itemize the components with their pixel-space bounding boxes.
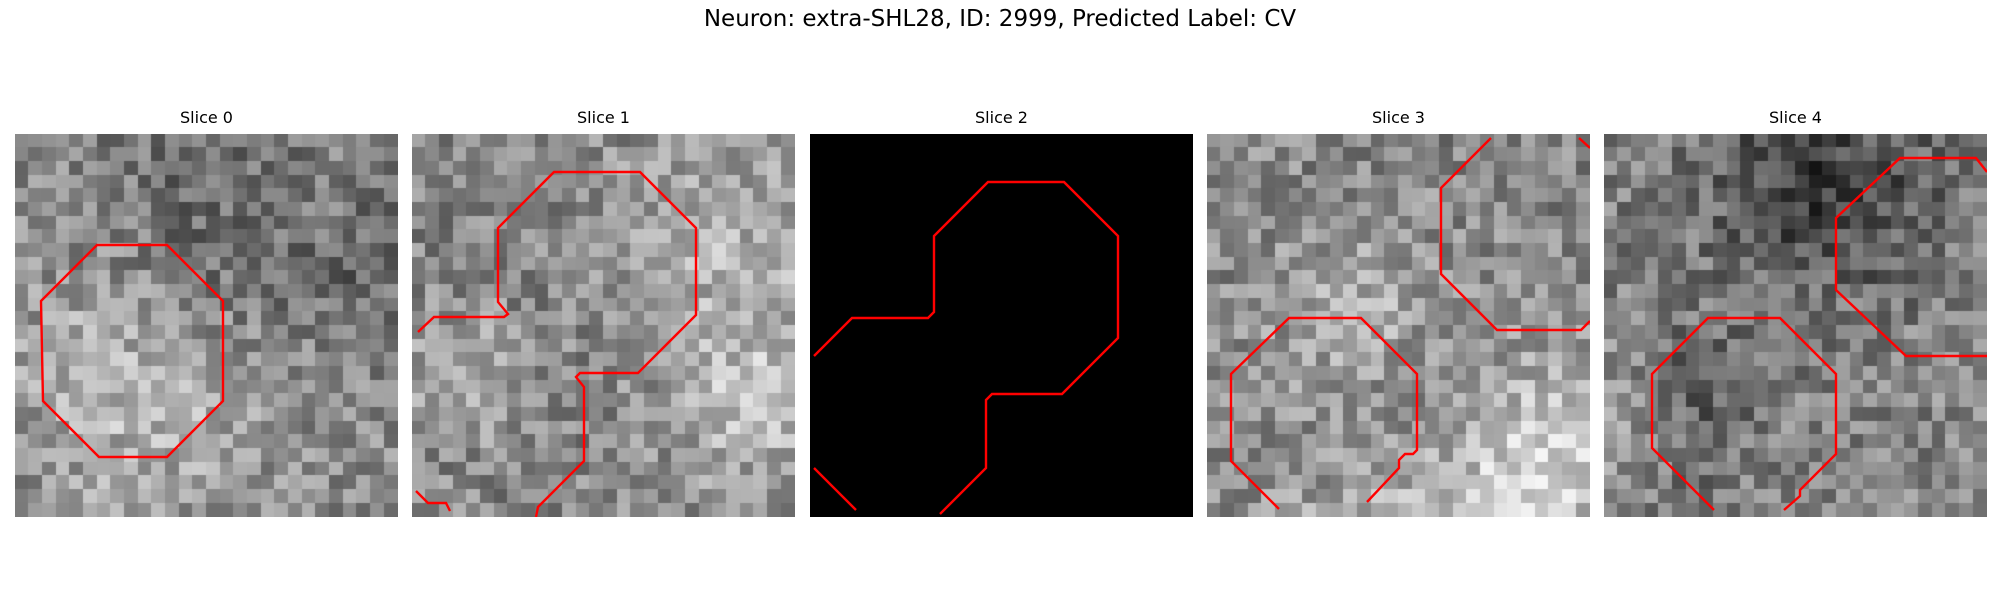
figure-title: Neuron: extra-SHL28, ID: 2999, Predicted… <box>703 6 1297 32</box>
slice-image <box>1604 134 1987 517</box>
slice-panel-4: Slice 4 <box>1604 108 1987 517</box>
roi-contour <box>813 467 857 511</box>
slice-panel-2: Slice 2 <box>810 108 1193 517</box>
slice-panel-3: Slice 3 <box>1207 108 1590 517</box>
slice-panel-0: Slice 0 <box>15 108 398 517</box>
contour-overlay <box>1229 137 1590 510</box>
slice-image <box>412 134 795 517</box>
slice-image <box>15 134 398 517</box>
slice-image <box>810 134 1193 517</box>
slice-title: Slice 4 <box>1769 108 1822 127</box>
contour-overlay <box>39 243 225 459</box>
slice-title: Slice 3 <box>1372 108 1425 127</box>
contour-overlay <box>813 180 1120 515</box>
slice-title: Slice 2 <box>975 108 1028 127</box>
roi-contour <box>813 180 1120 515</box>
slice-panel-1: Slice 1 <box>412 108 795 517</box>
roi-contour <box>415 490 452 512</box>
roi-contour <box>39 243 225 459</box>
roi-contour <box>417 170 698 517</box>
roi-contour <box>1229 316 1419 510</box>
slice-image <box>1207 134 1590 517</box>
slice-title: Slice 1 <box>577 108 630 127</box>
roi-contour <box>1834 156 1987 358</box>
roi-contour <box>1578 137 1590 149</box>
contour-overlay <box>415 170 698 517</box>
roi-contour <box>1650 316 1838 511</box>
contour-overlay <box>1650 156 1987 511</box>
roi-contour <box>1439 137 1590 332</box>
slice-title: Slice 0 <box>180 108 233 127</box>
